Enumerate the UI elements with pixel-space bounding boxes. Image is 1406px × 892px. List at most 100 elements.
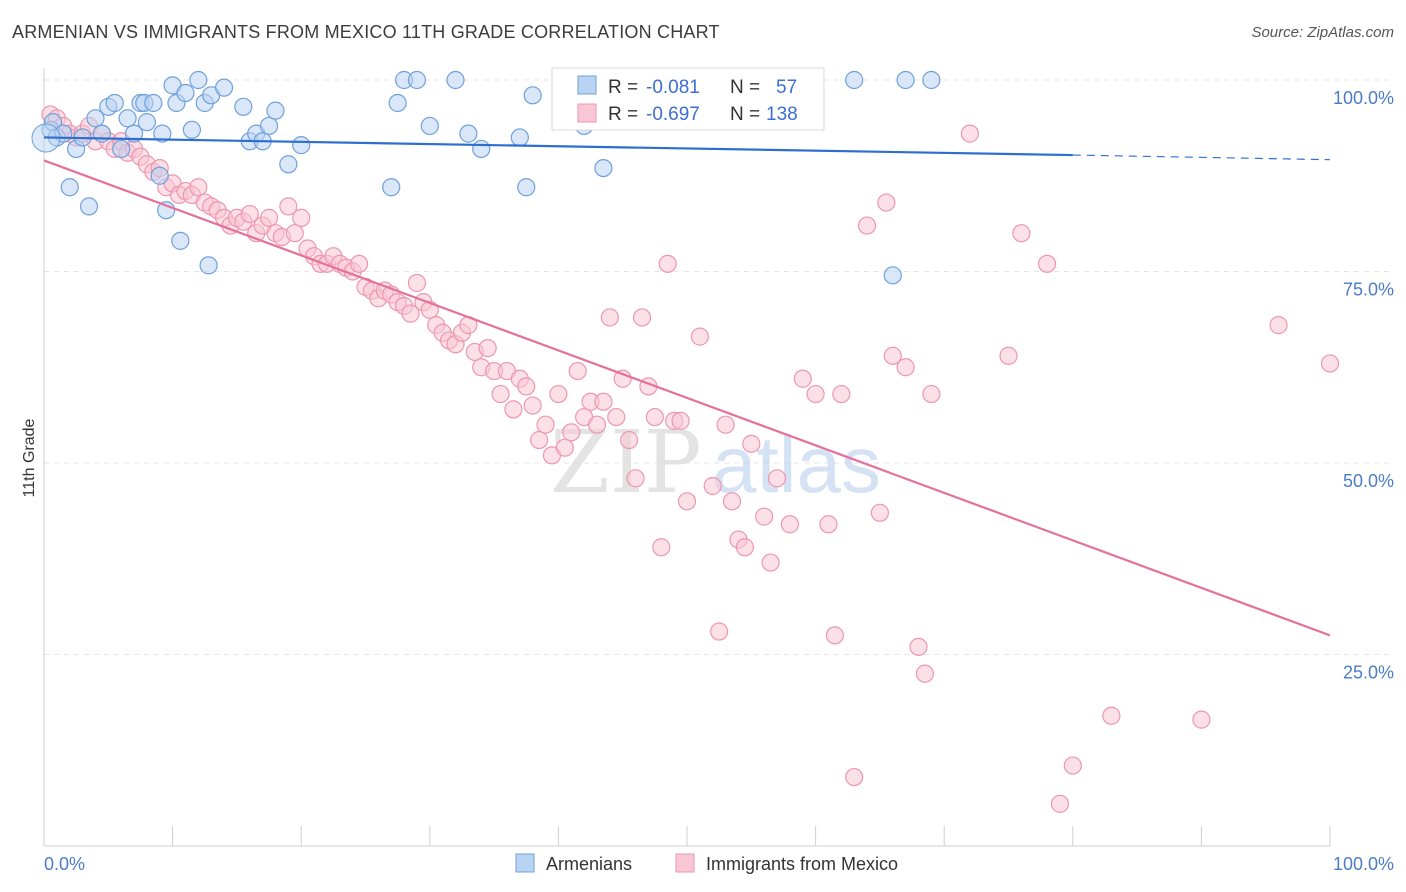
mexico-point-72 xyxy=(504,400,523,419)
y-tick-labels: 100.0% 75.0% 50.0% 25.0% xyxy=(1333,88,1394,683)
stats-n-value-1: 57 xyxy=(776,77,797,98)
mexico-point-87 xyxy=(600,308,619,327)
legend-swatch-armenians[interactable] xyxy=(515,853,535,873)
armenians-point-4 xyxy=(60,178,79,197)
stats-box-frame xyxy=(551,67,825,131)
armenians-point-27 xyxy=(189,70,208,90)
mexico-point-95 xyxy=(652,538,671,557)
trend-lines xyxy=(43,136,1331,637)
armenians-point-36 xyxy=(259,116,279,136)
legend: Armenians Immigrants from Mexico xyxy=(515,853,898,874)
mexico-point-129 xyxy=(1037,254,1057,273)
stats-n-label-2: N = xyxy=(730,104,760,125)
stats-r-value-1: -0.081 xyxy=(646,77,700,98)
mexico-point-101 xyxy=(703,476,722,496)
mexico-point-108 xyxy=(755,507,774,526)
stats-n-value-2: 138 xyxy=(766,104,798,125)
armenians-point-7 xyxy=(79,197,99,216)
x-tick-label-max: 100.0% xyxy=(1333,854,1394,874)
mexico-point-56 xyxy=(401,304,420,323)
armenians-point-8 xyxy=(86,109,105,128)
mexico-point-114 xyxy=(819,515,838,534)
mexico-point-98 xyxy=(671,411,690,430)
mexico-point-134 xyxy=(1269,316,1288,335)
watermark-atlas: atlas xyxy=(712,420,881,509)
mexico-point-74 xyxy=(517,377,536,396)
mexico-point-124 xyxy=(915,664,935,683)
mexico-point-132 xyxy=(1102,706,1121,725)
mexico-point-48 xyxy=(349,254,369,273)
armenians-point-47 xyxy=(472,139,491,159)
armenians-point-32 xyxy=(234,97,253,116)
mexico-point-125 xyxy=(922,384,941,404)
armenians-point-29 xyxy=(199,256,218,275)
mexico-point-68 xyxy=(478,339,497,358)
mexico-point-133 xyxy=(1192,710,1211,729)
mexico-point-90 xyxy=(620,430,639,450)
series-armenians-points xyxy=(31,70,941,285)
armenians-point-13 xyxy=(118,109,137,128)
mexico-point-120 xyxy=(877,193,896,212)
y-tick-label-0: 100.0% xyxy=(1333,88,1394,108)
armenians-point-12 xyxy=(112,139,131,159)
armenians-point-46 xyxy=(459,124,478,143)
armenians-point-37 xyxy=(266,101,285,120)
mexico-point-121 xyxy=(883,346,902,365)
mexico-point-123 xyxy=(909,637,928,656)
mexico-point-34 xyxy=(259,208,279,227)
mexico-point-39 xyxy=(292,208,311,227)
armenians-point-20 xyxy=(153,124,172,143)
mexico-point-38 xyxy=(285,224,304,243)
mexico-point-57 xyxy=(407,273,427,293)
legend-swatch-mexico[interactable] xyxy=(675,853,695,873)
mexico-point-92 xyxy=(632,308,652,327)
series-immigrants-from-mexico-points xyxy=(41,105,1340,813)
stats-r-value-2: -0.697 xyxy=(646,104,700,125)
mexico-point-80 xyxy=(555,438,574,457)
y-tick-label-3: 25.0% xyxy=(1343,663,1394,683)
mexico-point-112 xyxy=(793,369,812,388)
mexico-point-91 xyxy=(626,469,645,488)
legend-label-mexico[interactable]: Immigrants from Mexico xyxy=(706,854,898,874)
mexico-point-37 xyxy=(279,197,298,216)
armenians-point-45 xyxy=(446,70,465,90)
armenians-point-40 xyxy=(382,178,401,197)
armenians-point-24 xyxy=(171,231,190,250)
y-tick-label-1: 75.0% xyxy=(1343,280,1394,300)
gridlines xyxy=(44,79,1394,655)
mexico-point-31 xyxy=(240,204,259,224)
mexico-point-127 xyxy=(999,346,1018,365)
mexico-point-102 xyxy=(710,622,729,641)
armenians-point-43 xyxy=(407,70,427,90)
y-axis-label: 11th Grade xyxy=(21,418,38,497)
mexico-point-88 xyxy=(607,407,626,427)
mexico-point-86 xyxy=(594,392,613,411)
armenians-point-38 xyxy=(279,155,298,174)
mexico-point-135 xyxy=(1320,354,1340,373)
armenians-point-39 xyxy=(292,136,311,155)
armenians-point-41 xyxy=(388,93,407,113)
mexico-point-75 xyxy=(523,396,542,415)
mexico-point-116 xyxy=(832,384,851,404)
armenians-point-52 xyxy=(594,158,613,178)
mexico-point-85 xyxy=(587,415,607,434)
armenians-point-18 xyxy=(144,93,163,113)
mexico-point-89 xyxy=(613,369,632,388)
mexico-point-131 xyxy=(1063,756,1082,775)
mexico-point-23 xyxy=(189,178,208,197)
armenians-point-19 xyxy=(150,166,169,185)
armenians-point-54 xyxy=(896,70,915,90)
mexico-point-103 xyxy=(716,415,735,434)
stats-swatch-mexico xyxy=(577,103,597,123)
armenians-point-31 xyxy=(214,78,234,97)
legend-label-armenians[interactable]: Armenians xyxy=(546,854,632,874)
trend-line-mexico xyxy=(43,159,1331,637)
mexico-point-117 xyxy=(845,767,864,787)
armenians-point-49 xyxy=(517,178,536,197)
mexico-point-77 xyxy=(536,415,555,434)
mexico-point-100 xyxy=(690,327,709,346)
chart-title: ARMENIAN VS IMMIGRANTS FROM MEXICO 11TH … xyxy=(12,22,720,42)
mexico-point-115 xyxy=(825,626,844,645)
armenians-point-11 xyxy=(105,93,124,113)
